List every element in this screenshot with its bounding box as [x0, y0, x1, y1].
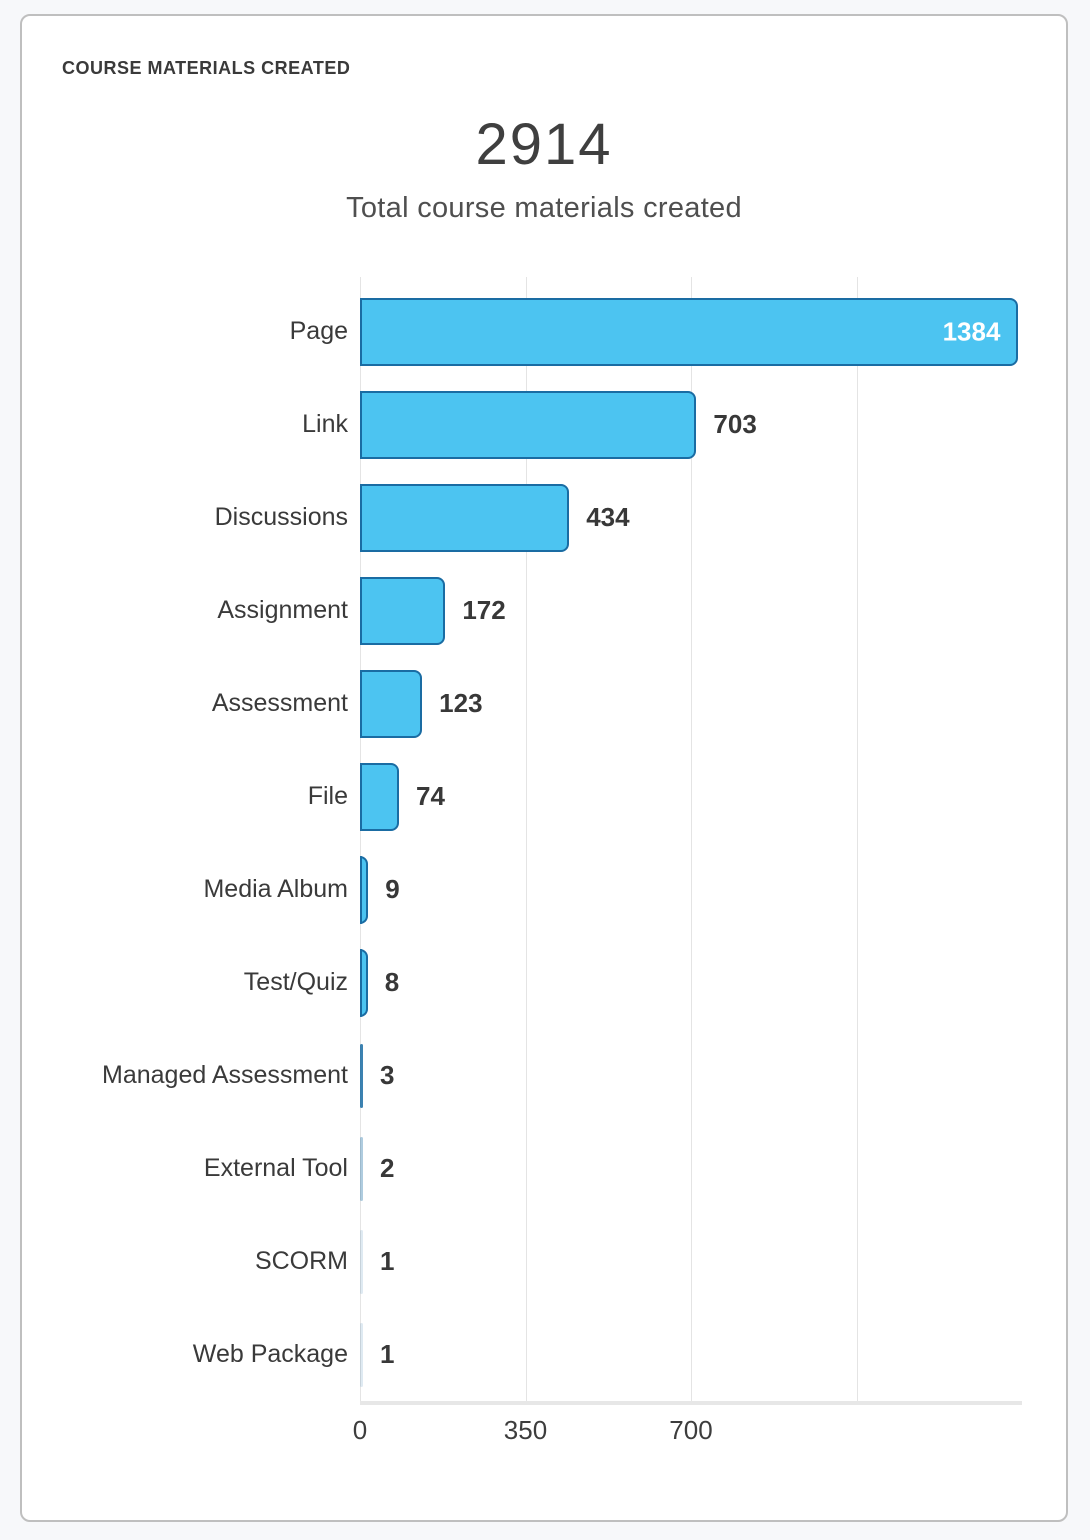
bar-chart: Page Link Discussions Assignment Assessment F… [62, 277, 1066, 1451]
gridline [360, 277, 361, 1401]
bar-row: 8 [360, 936, 1022, 1029]
bar-value: 123 [439, 688, 483, 718]
bar-value: 74 [415, 781, 445, 811]
bar[interactable] [360, 1136, 363, 1201]
bar-value: 3 [380, 1060, 395, 1090]
bar-row: 74 [360, 750, 1022, 843]
bar-row: 123 [360, 657, 1022, 750]
x-tick-label: 700 [669, 1415, 713, 1445]
bar-value: 172 [462, 595, 506, 625]
bar[interactable] [360, 948, 368, 1017]
bar[interactable]: 1384 [360, 297, 1019, 366]
bar[interactable] [360, 1229, 363, 1294]
bar-value: 2 [380, 1153, 395, 1183]
gridline [525, 277, 527, 1401]
category-labels-column: Page Link Discussions Assignment Assessment F… [62, 285, 360, 1401]
bar-row: 1 [360, 1308, 1022, 1401]
plot-area: 1384 703 434 172 123 74 9 8 3 2 1 1 [360, 277, 1022, 1401]
bar-row: 703 [360, 378, 1022, 471]
bar-label: SCORM [254, 1247, 348, 1275]
bar-row: 1384 [360, 285, 1022, 378]
bar-value: 8 [384, 967, 400, 997]
card-title: COURSE MATERIALS CREATED [62, 58, 351, 78]
bar[interactable] [360, 576, 446, 645]
x-tick-label: 0 [352, 1415, 368, 1445]
bar[interactable] [360, 390, 697, 459]
bar-value: 434 [586, 502, 630, 532]
course-materials-card: COURSE MATERIALS CREATED 2914 Total cour… [20, 14, 1068, 1522]
x-tick-label: 350 [503, 1415, 548, 1445]
bar[interactable] [360, 669, 423, 738]
bar-value: 1384 [942, 316, 1001, 346]
bar-row: 172 [360, 564, 1022, 657]
bar-label: Test/Quiz [243, 968, 348, 996]
gridline [691, 277, 692, 1401]
bar-label: File [307, 782, 348, 810]
bar[interactable] [360, 1043, 363, 1108]
bar-label: Media Album [203, 875, 348, 903]
bar-row: 1 [360, 1215, 1022, 1308]
bar-row: 434 [360, 471, 1022, 564]
bar[interactable] [360, 1322, 363, 1387]
bar-row: 2 [360, 1122, 1022, 1215]
x-axis-baseline [360, 1401, 1022, 1405]
bar[interactable] [360, 855, 369, 924]
bar-label: Discussions [214, 503, 348, 531]
x-axis-tick-labels: 0 350 700 [353, 1415, 1022, 1451]
total-count: 2914 [475, 112, 613, 177]
bar-label: Assignment [217, 596, 348, 624]
bar-label: Link [302, 410, 348, 438]
bar-label: Page [289, 317, 348, 345]
bar-row: 9 [360, 843, 1022, 936]
total-subtitle: Total course materials created [346, 192, 742, 224]
bar-value: 9 [385, 874, 400, 904]
bar-label: Web Package [192, 1340, 348, 1368]
bar-label: External Tool [203, 1154, 348, 1182]
bar-label: Assessment [211, 689, 348, 717]
bar[interactable] [360, 483, 570, 552]
bar-value: 1 [380, 1339, 395, 1369]
bar-row: 3 [360, 1029, 1022, 1122]
bar-label: Managed Assessment [102, 1061, 348, 1089]
bar-value: 703 [713, 409, 757, 439]
gridline [856, 277, 858, 1401]
bar[interactable] [360, 762, 399, 831]
bar-value: 1 [380, 1246, 395, 1276]
